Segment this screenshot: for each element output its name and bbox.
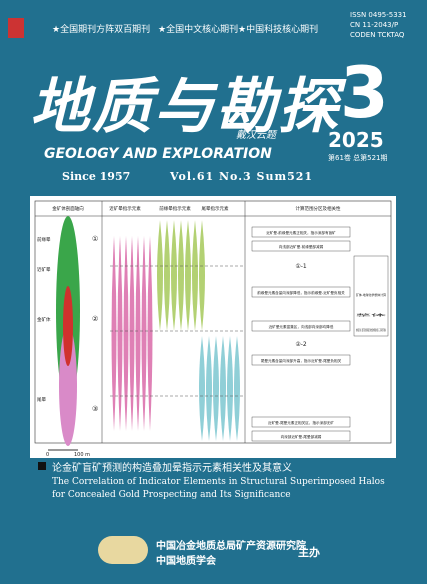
zone-mark: ③ [92,405,98,413]
zone-label: 前缘晕 [37,236,51,243]
issue: 3 [340,52,389,134]
note-box [251,286,351,298]
note-box [251,226,351,238]
badge: ★全国期刊方阵双百期刊 [52,25,151,35]
fig-header: 近矿晕指示元素 [109,205,141,212]
zone-label: 近矿晕 [37,266,51,273]
bullet [38,462,46,470]
side-note: 矿体-地球化学整体计算 [356,292,386,297]
badge: ★全国中文核心期刊 [158,25,239,35]
halo-lens [141,236,147,431]
title: 地质与勘探 [30,72,340,142]
orebody [63,286,73,366]
inscription: 戴汉云题 [236,130,276,141]
side-box [353,255,389,337]
zone-label: 金矿体 [37,316,51,323]
code: CODEN TCKTAQ [350,31,405,39]
role: 主办 [298,546,320,559]
figure: 金矿体剖面轴向 近矿晕指示元素 前缘晕指示元素 尾晕指示元素 计算范围分区及相关性前缘晕… [30,196,396,458]
halo-lens [171,220,177,331]
caption-cn: 论金矿盲矿预测的构造叠加晕指示元素相关性及其意义 [52,463,292,474]
sponsor-logos [98,536,148,564]
fig-header: 尾晕指示元素 [202,205,229,212]
codes: ISSN 0495-5331 CN 11-2043/P CODEN TCKTAQ [350,10,407,40]
caption-en: The Correlation of Indicator Elements in… [52,477,385,500]
note: ②-2 [295,341,307,348]
note-box [251,354,351,366]
fig-header: 计算范围分区及相关性 [296,205,341,212]
fig-header: 金矿体剖面轴向 [52,205,84,212]
note: 近矿晕元素富集区，向浅部向深部均降低 [269,324,334,329]
year: 2025 [328,128,384,152]
volume-en: Vol.61 No.3 Sum521 [170,170,314,183]
note: 向深部近矿晕-尾晕部减弱 [281,434,322,439]
halo-lens [129,236,135,431]
sponsor: 中国地质学会 [156,556,216,567]
halo-lens [227,336,233,441]
note-box [251,416,351,428]
zone-label: 尾晕 [37,397,46,403]
halo-lens [111,236,117,431]
note-box [251,430,351,442]
fig-header: 前缘晕指示元素 [159,205,191,212]
halo-lens [220,336,226,441]
side-note: 前缘晕元素、近矿晕元素和尾晕元素含自内部相关性高，三者间无不相关 [356,327,386,332]
halo-lens [185,220,191,331]
zone-mark: ② [92,315,98,323]
halo-pink [59,326,77,446]
note-box [251,240,351,252]
side-note: 整体 [356,312,386,317]
frame [34,200,392,444]
halo-lens [147,236,153,431]
halo-lens [178,220,184,331]
note-box [251,320,351,332]
note: 前缘晕元素含量向深部降低，指示前缘晕-近矿晕负相关 [257,290,345,295]
badge: ★中国科技核心期刊 [238,25,319,35]
note: 向浅部近矿晕-前缘晕部减弱 [279,244,324,249]
code: CN 11-2043/P [350,21,399,29]
since: Since 1957 [62,170,131,183]
halo-lens [157,220,163,331]
figure-bg [30,196,396,458]
scale-label: 0 [46,452,49,458]
code: ISSN 0495-5331 [350,11,407,19]
halo-lens [117,236,123,431]
note: 近矿晕-前缘晕元素正相关，指示深部有盲矿 [266,230,336,235]
note: 近矿晕-尾晕元素正相关区，指示深部无矿 [268,420,334,425]
volume: 第61卷 总第521期 [328,154,388,162]
halo-lens [164,220,170,331]
halo-lens [234,336,240,441]
note: ①-1 [295,263,307,270]
note: 尾晕元素含量向深部升高，指示近矿晕-尾晕负相关 [261,358,342,363]
scale-label: 100 m [74,452,90,458]
sponsor: 中国冶金地质总局矿产资源研究院 [156,541,306,552]
halo-lens [199,336,205,441]
halo-lens [213,336,219,441]
halo-lens [199,220,205,331]
zone-mark: ① [92,235,98,243]
halo-lens [123,236,129,431]
logo [8,18,24,38]
halo-lens [192,220,198,331]
halo-lens [135,236,141,431]
title-en: GEOLOGY AND EXPLORATION [44,146,272,162]
halo-lens [206,336,212,441]
